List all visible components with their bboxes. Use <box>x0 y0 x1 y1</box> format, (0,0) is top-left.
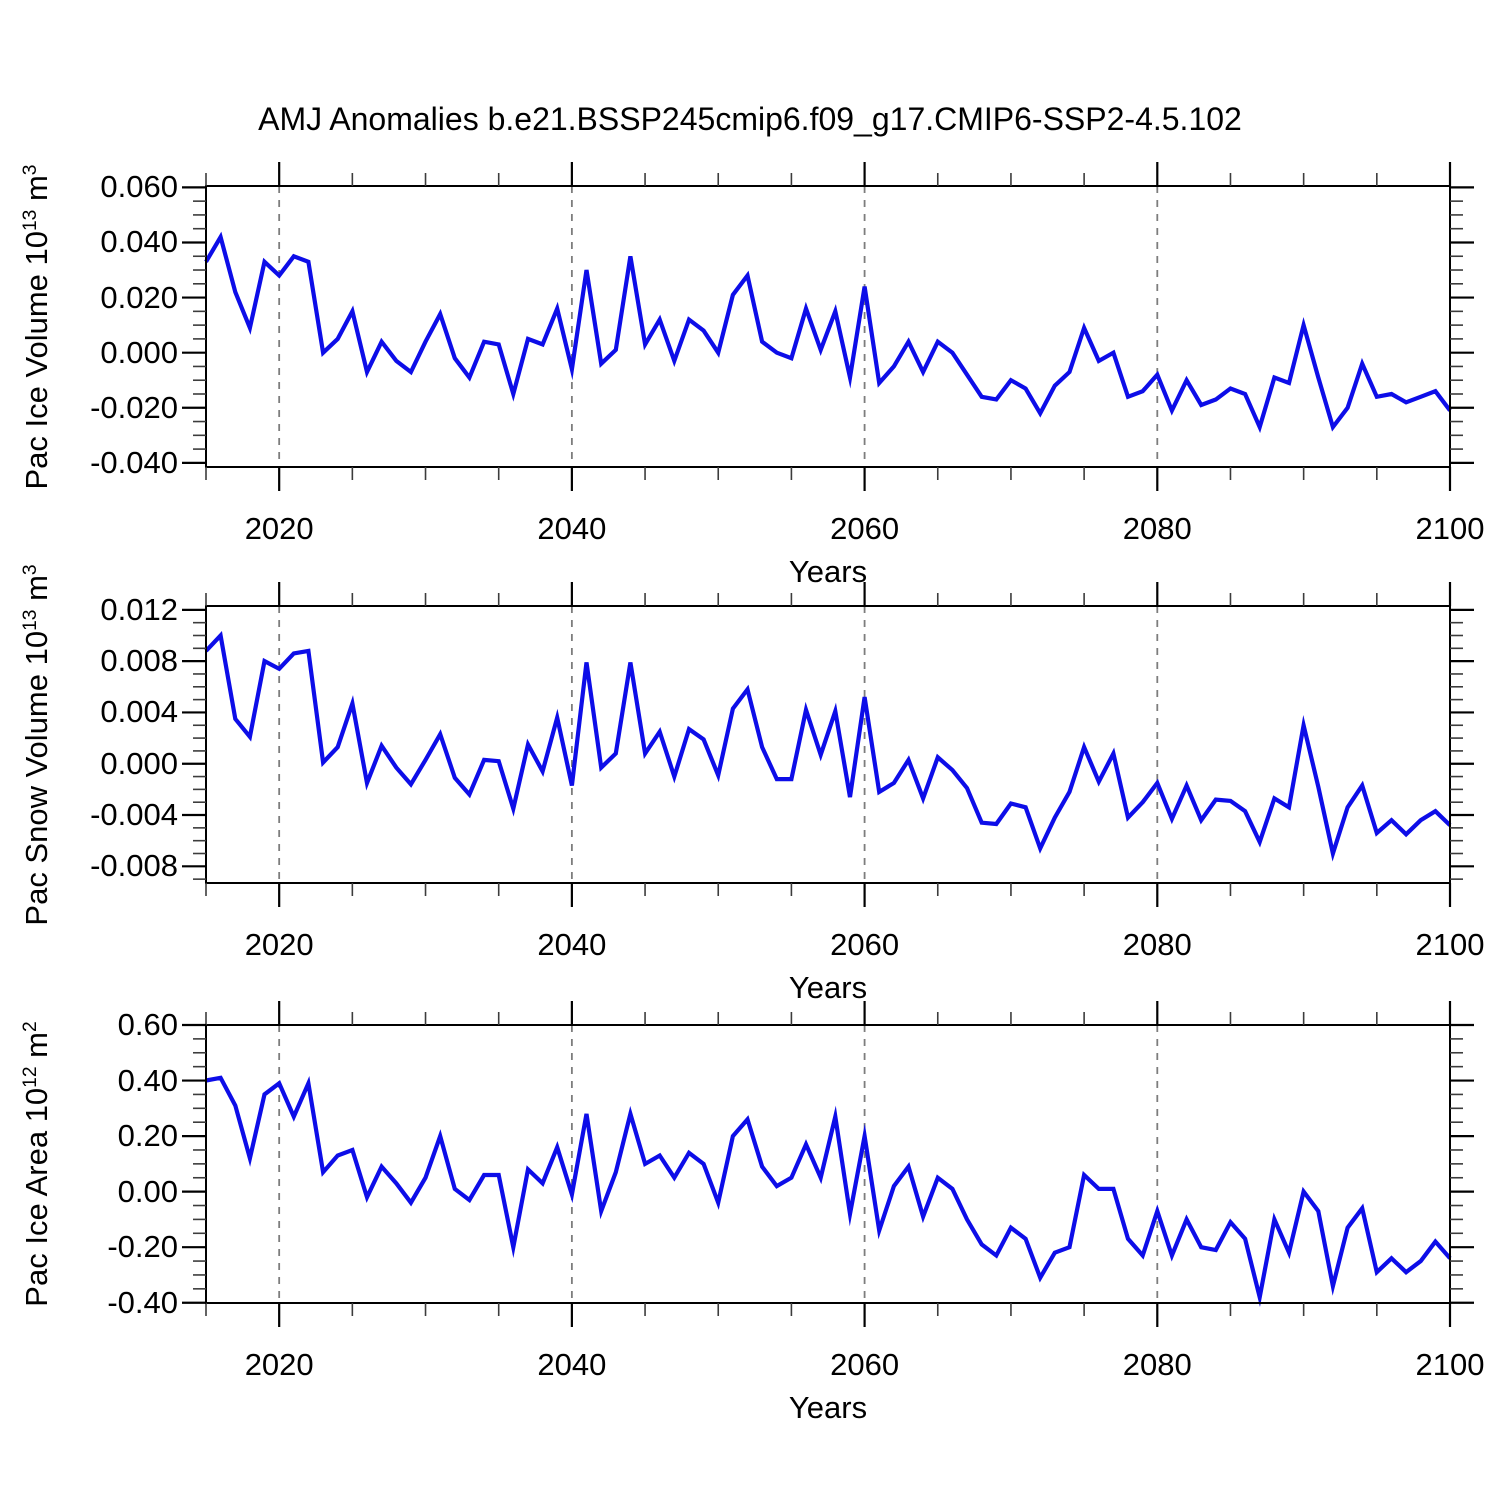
y-tick-label: 0.00 <box>117 1173 178 1209</box>
x-tick-label: 2060 <box>830 1347 900 1382</box>
y-tick-label: 0.60 <box>117 1007 178 1042</box>
plot-frame-pac-ice-area <box>205 1024 1451 1304</box>
chart-title: AMJ Anomalies b.e21.BSSP245cmip6.f09_g17… <box>258 101 1242 137</box>
x-axis-title: Years <box>788 554 868 589</box>
series-line-pac-snow-volume <box>204 631 1452 862</box>
x-tick-label: 2040 <box>537 511 607 546</box>
y-tick-label: -0.008 <box>90 848 178 884</box>
x-tick-label: 2080 <box>1122 927 1192 962</box>
x-tick-label: 2060 <box>830 511 900 546</box>
x-tick-label: 2080 <box>1122 1347 1192 1382</box>
y-tick-label: 0.000 <box>100 334 178 370</box>
plot-frame-pac-snow-volume <box>205 605 1451 884</box>
y-tick-label: 0.012 <box>100 591 178 627</box>
x-tick-label: 2020 <box>244 927 314 962</box>
x-tick-label: 2100 <box>1415 511 1485 546</box>
y-tick-label: 0.020 <box>100 279 178 315</box>
y-tick-label: 0.060 <box>100 169 178 205</box>
x-tick-label: 2040 <box>537 1347 607 1382</box>
y-tick-label: 0.004 <box>100 694 178 730</box>
y-tick-label: -0.004 <box>90 797 178 833</box>
y-tick-label: -0.20 <box>107 1229 178 1265</box>
y-tick-label: 0.20 <box>117 1118 178 1154</box>
y-tick-label: -0.040 <box>90 444 178 480</box>
x-tick-label: 2020 <box>244 1347 314 1382</box>
x-tick-label: 2020 <box>244 511 314 546</box>
y-axis-title-pac-ice-area: Pac Ice Area 1012 m2 <box>19 1021 55 1307</box>
x-axis-title: Years <box>788 1390 868 1425</box>
y-tick-label: -0.020 <box>90 389 178 425</box>
y-axis-title-pac-ice-volume: Pac Ice Volume 1013 m3 <box>19 164 55 489</box>
series-line-pac-ice-area <box>205 1075 1452 1308</box>
y-tick-label: 0.040 <box>100 224 178 260</box>
x-tick-label: 2040 <box>537 927 607 962</box>
y-tick-label: 0.40 <box>117 1062 178 1098</box>
x-tick-label: 2080 <box>1122 511 1192 546</box>
y-axis-title-pac-snow-volume: Pac Snow Volume 1013 m3 <box>19 563 55 926</box>
x-tick-label: 2100 <box>1415 1347 1485 1382</box>
y-tick-label: 0.008 <box>100 643 178 679</box>
series-line-pac-ice-volume <box>204 231 1452 434</box>
y-tick-label: 0.000 <box>100 745 178 781</box>
x-tick-label: 2060 <box>830 927 900 962</box>
y-tick-label: -0.40 <box>107 1284 178 1320</box>
x-tick-label: 2100 <box>1415 927 1485 962</box>
plot-frame-pac-ice-volume <box>205 185 1451 468</box>
x-axis-title: Years <box>788 970 868 1005</box>
